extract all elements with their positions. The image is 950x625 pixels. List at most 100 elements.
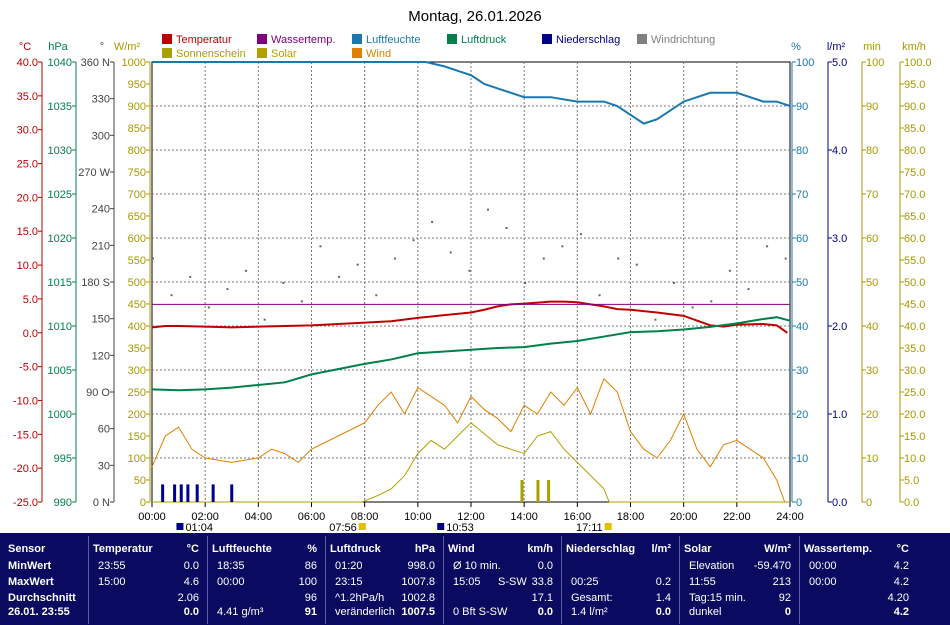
wind-direction-dot: [486, 208, 489, 211]
axis-tick-label: 1040: [48, 57, 72, 69]
stats-unit: hPa: [414, 543, 435, 555]
stats-label: 00:00: [217, 576, 245, 588]
axis-tick-label: 1000: [48, 409, 72, 421]
x-tick-label: 04:00: [245, 511, 273, 523]
axis-tick-label: 20.0: [904, 409, 925, 421]
stats-label: Elevation: [689, 560, 735, 572]
legend-swatch: [447, 34, 457, 44]
event-label: 01:04: [185, 522, 213, 533]
legend-label: Windrichtung: [651, 34, 715, 46]
event-label: 10:53: [446, 522, 474, 533]
x-tick-label: 00:00: [138, 511, 166, 523]
axis-unit: %: [791, 41, 801, 53]
stats-value: 96: [304, 592, 317, 604]
x-tick-label: 22:00: [723, 511, 751, 523]
legend-label: Wind: [366, 48, 391, 60]
stats-label: Tag:15 min.: [689, 592, 746, 604]
sunshine-bar: [520, 480, 524, 502]
axis-tick-label: -20.0: [13, 463, 38, 475]
wind-direction-dot: [152, 257, 154, 260]
stats-column: [325, 536, 441, 624]
axis-tick-label: -25.0: [13, 497, 38, 509]
stats-label: Gesamt:: [571, 592, 613, 604]
legend-item: Solar: [257, 48, 297, 60]
axis-tick-label: 30: [98, 460, 110, 472]
axis-tick-label: 60: [98, 424, 110, 436]
wind-direction-dot: [282, 282, 285, 284]
axis-tick-label: 900: [128, 101, 146, 113]
stats-value: 4.2: [893, 560, 909, 572]
wind-direction-dot: [338, 275, 341, 278]
stats-label: 0 Bft S-SW: [453, 606, 508, 618]
axis-tick-label: 65.0: [904, 211, 925, 223]
stats-value: 4.20: [887, 592, 909, 604]
legend-item: Wassertemp.: [257, 34, 335, 46]
legend-swatch: [352, 34, 362, 44]
axis-tick-label: 210: [92, 240, 110, 252]
stats-column: [3, 536, 85, 624]
axis-unit: hPa: [48, 41, 68, 53]
axis-tick-label: 75.0: [904, 167, 925, 179]
event-label: 07:56: [329, 522, 357, 533]
axis-tick-label: 60.0: [904, 233, 925, 245]
axis-tick-label: 250: [128, 387, 146, 399]
axis-unit: min: [863, 41, 881, 53]
axis-tick-label: 25.0: [904, 387, 925, 399]
stats-label: 15:00: [98, 576, 126, 588]
event-marker: [437, 523, 445, 530]
legend-swatch: [162, 48, 172, 58]
axis-tick-label: 0 N: [93, 497, 110, 509]
axis-tick-label: 0.0: [904, 497, 919, 509]
wind-direction-dot: [654, 318, 657, 321]
stats-label: ^1.2hPa/h: [335, 592, 385, 604]
axis-tick-label: -10.0: [13, 395, 38, 407]
axis-tick-label: 1015: [48, 277, 72, 289]
rain-bar: [186, 484, 190, 502]
stats-label: 01:20: [335, 560, 363, 572]
axis-tick-label: 400: [128, 321, 146, 333]
axis-tick-label: 330: [92, 94, 110, 106]
series-line: [152, 422, 790, 503]
legend-swatch: [257, 34, 267, 44]
wind-direction-dot: [561, 245, 564, 248]
axis-tick-label: 60: [866, 233, 878, 245]
axis-tick-label: 1025: [48, 189, 72, 201]
axis-tick-label: 180 S: [81, 277, 110, 289]
axis-tick-label: 50.0: [904, 277, 925, 289]
axis-tick-label: 90: [796, 101, 808, 113]
axis-tick-label: 30.0: [17, 125, 38, 137]
axis-tick-label: 360 N: [81, 57, 110, 69]
wind-direction-dot: [617, 257, 620, 260]
axis-tick-label: 90.0: [904, 101, 925, 113]
axis-tick-label: 4.0: [832, 145, 847, 157]
stats-label: 15:05: [453, 576, 481, 588]
stats-value: 0.0: [183, 560, 199, 572]
legend-label: Niederschlag: [556, 34, 620, 46]
wind-direction-dot: [189, 275, 192, 278]
axis-tick-label: 0: [866, 497, 872, 509]
axis-tick-label: 50: [796, 277, 808, 289]
axis-tick-label: 30: [866, 365, 878, 377]
stats-label: 00:00: [809, 576, 837, 588]
stats-label: 00:25: [571, 576, 599, 588]
stats-row-label: Durchschnitt: [8, 592, 76, 604]
stats-header: Luftdruck: [330, 543, 381, 555]
legend-item: Windrichtung: [637, 34, 715, 46]
stats-header: Luftfeuchte: [212, 543, 272, 555]
stats-label: 23:55: [98, 560, 126, 572]
stats-header: Solar: [684, 543, 712, 555]
x-tick-label: 12:00: [457, 511, 485, 523]
axis-tick-label: 40: [796, 321, 808, 333]
legend-swatch: [257, 48, 267, 58]
axis-tick-label: 550: [128, 255, 146, 267]
legend-swatch: [637, 34, 647, 44]
axis-tick-label: 30: [796, 365, 808, 377]
axis-tick-label: 0.0: [832, 497, 847, 509]
stats-header: Wassertemp.: [804, 543, 873, 555]
axis-tick-label: 100: [796, 57, 814, 69]
axis-tick-label: 500: [128, 277, 146, 289]
legend-label: Wassertemp.: [271, 34, 335, 46]
rain-bar: [211, 484, 215, 502]
axis-tick-label: 95.0: [904, 79, 925, 91]
axis-tick-label: 300: [128, 365, 146, 377]
